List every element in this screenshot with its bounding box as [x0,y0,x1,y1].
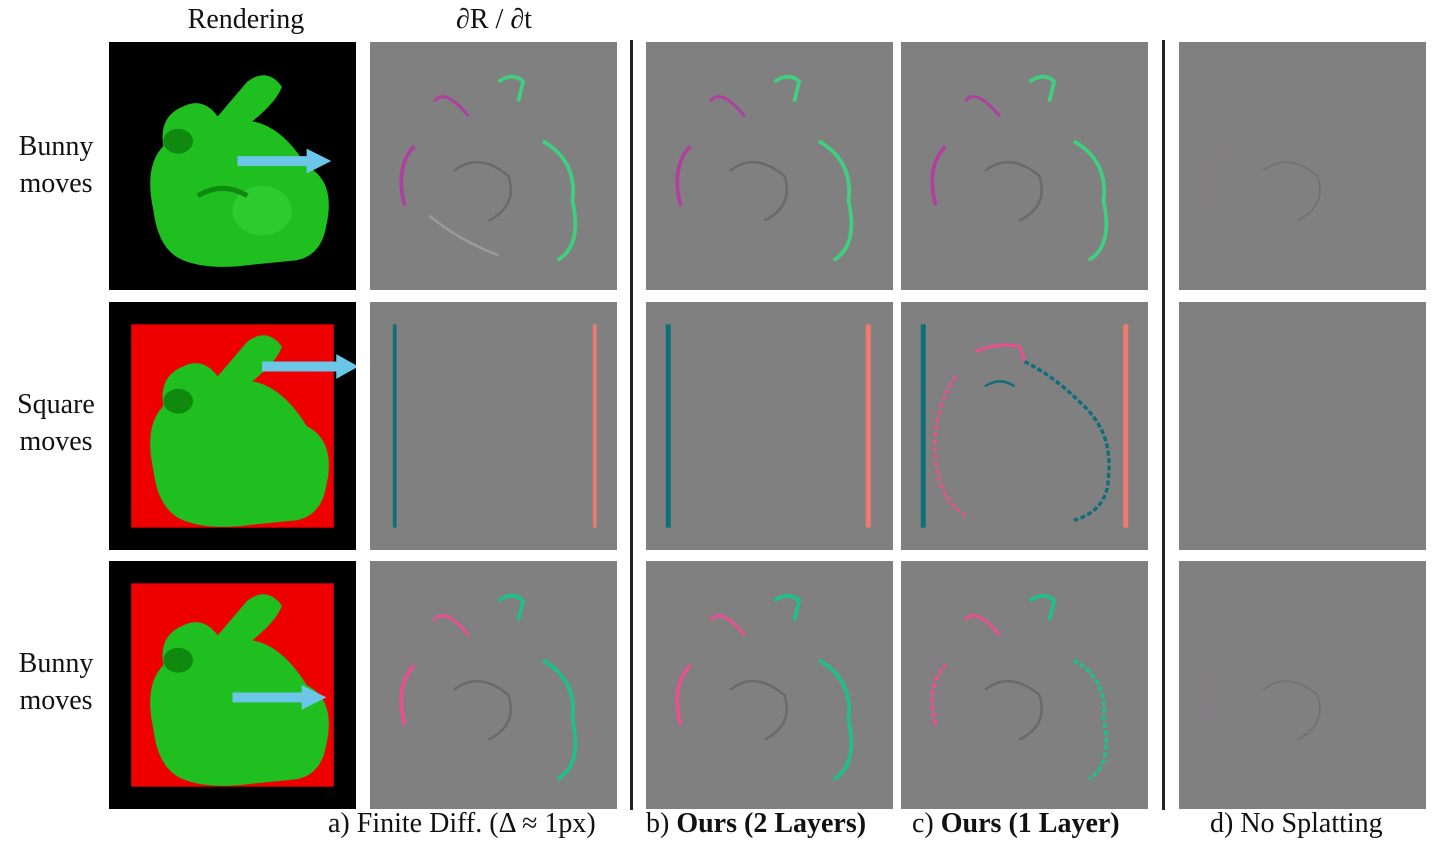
caption-d-prefix: d) [1210,808,1241,839]
gradient-c-row2 [901,302,1148,550]
row-label-2: Square moves [0,386,112,460]
gradient-b-row2 [646,302,893,550]
row-label-2-line2: moves [19,426,93,457]
row-label-3-line1: Bunny [18,648,94,679]
gradient-a-row1 [370,42,617,290]
row-label-1-line1: Bunny [18,131,94,162]
gradient-c-row3 [901,561,1148,809]
gradient-d-row1 [1179,42,1426,290]
caption-a-prefix: a) [328,808,357,839]
caption-b-text: Ours (2 Layers) [676,808,867,839]
gradient-c-row1 [901,42,1148,290]
caption-d: d) No Splatting [1210,808,1383,840]
row-label-3: Bunny moves [0,645,112,719]
column-header-derivative: ∂R / ∂t [456,4,532,35]
gradient-d-row2 [1179,302,1426,550]
caption-a: a) Finite Diff. (Δ ≈ 1px) [328,808,596,840]
caption-c-text: Ours (1 Layer) [940,808,1120,839]
separator-line-2 [1162,40,1165,810]
caption-a-text: Finite Diff. (Δ ≈ 1px) [356,808,596,839]
column-header-rendering: Rendering [187,4,305,35]
caption-d-text: No Splatting [1240,808,1383,839]
gradient-b-row1 [646,42,893,290]
rendering-bunny-moves-1 [109,42,356,290]
caption-c-prefix: c) [912,808,941,839]
row-label-3-line2: moves [19,685,93,716]
gradient-d-row3 [1179,561,1426,809]
caption-c: c) Ours (1 Layer) [912,808,1120,840]
row-label-2-line1: Square [17,389,95,420]
gradient-a-row3 [370,561,617,809]
separator-line-1 [630,40,633,810]
rendering-bunny-moves-3 [109,561,356,809]
rendering-square-moves [109,302,356,550]
row-label-1-line2: moves [19,168,93,199]
row-label-1: Bunny moves [0,128,112,202]
caption-b: b) Ours (2 Layers) [646,808,866,840]
caption-b-prefix: b) [646,808,677,839]
gradient-a-row2 [370,302,617,550]
gradient-b-row3 [646,561,893,809]
